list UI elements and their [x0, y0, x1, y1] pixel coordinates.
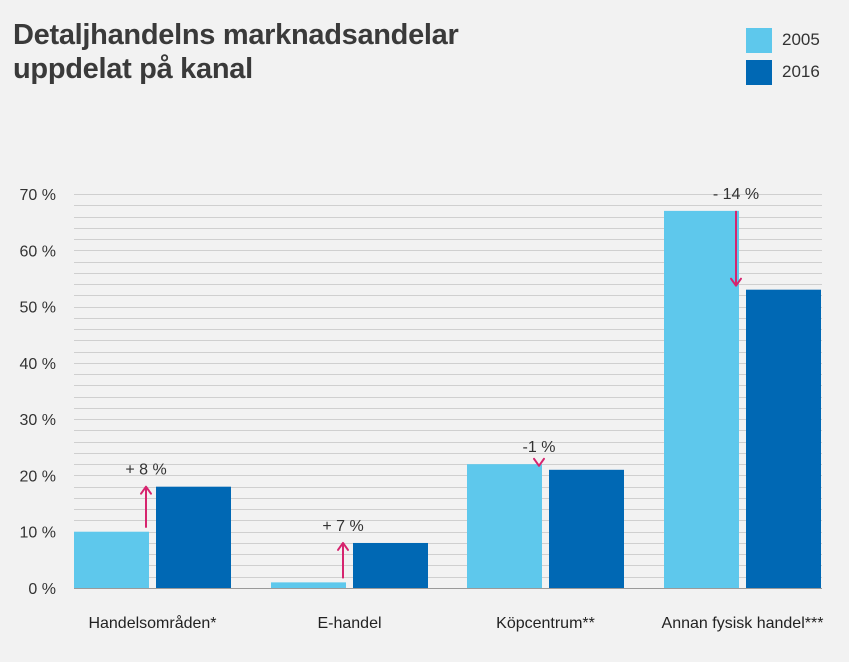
legend-label-2016: 2016 [782, 62, 820, 81]
bar-2016 [156, 486, 231, 588]
y-tick-label: 10 % [20, 525, 56, 542]
legend-label-2005: 2005 [782, 30, 820, 49]
y-tick-label: 70 % [20, 187, 56, 204]
bar-2005 [74, 531, 149, 588]
legend-swatch-2016 [746, 59, 772, 85]
change-annotation: + 8 % [125, 462, 166, 479]
y-tick-label: 0 % [28, 581, 56, 598]
change-annotation: -1 % [523, 439, 556, 456]
chart-title-line-1: Detaljhandelns marknadsandelar [13, 19, 459, 51]
bar-2005 [271, 582, 346, 588]
bar-2016 [746, 289, 821, 588]
y-tick-label: 60 % [20, 243, 56, 260]
change-annotation: - 14 % [713, 186, 759, 203]
chart-title-line-2: uppdelat på kanal [13, 53, 253, 85]
y-tick-label: 50 % [20, 300, 56, 317]
chart-title: Detaljhandelns marknadsandelar uppdelat … [13, 18, 459, 86]
x-category-label: Handelsområden* [88, 614, 216, 632]
y-tick-label: 30 % [20, 412, 56, 429]
bar-2005 [467, 464, 542, 588]
x-category-label: E-handel [317, 615, 381, 632]
bar-2016 [549, 469, 624, 588]
legend-swatch-2005 [746, 27, 772, 53]
change-arrow-head [140, 485, 152, 495]
y-tick-label: 40 % [20, 356, 56, 373]
change-annotation: + 7 % [322, 518, 363, 535]
change-arrow-head [337, 541, 349, 551]
legend-item-2005: 2005 [746, 24, 820, 56]
change-arrow-head [533, 457, 545, 467]
legend-item-2016: 2016 [746, 56, 820, 88]
bar-2005 [664, 210, 739, 588]
chart-legend: 2005 2016 [746, 24, 820, 88]
change-arrow-head [730, 277, 742, 287]
bar-2016 [353, 542, 428, 588]
x-category-label: Annan fysisk handel*** [662, 615, 824, 632]
x-category-label: Köpcentrum** [496, 615, 595, 632]
y-tick-label: 20 % [20, 468, 56, 485]
